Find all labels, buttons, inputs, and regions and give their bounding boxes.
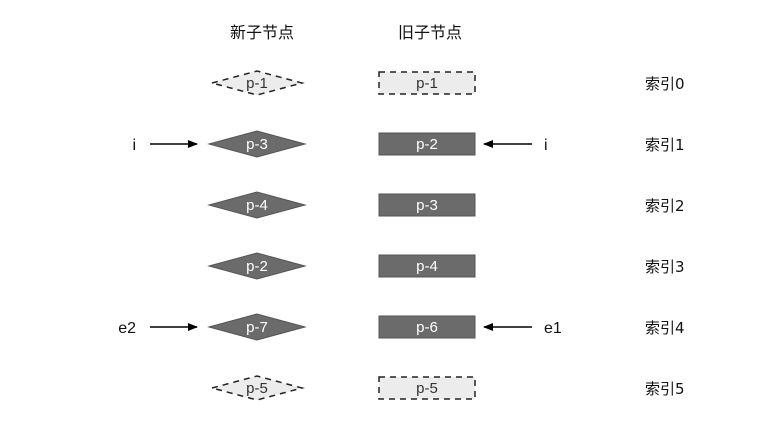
old-child-node	[378, 71, 476, 95]
index-label: 索引2	[645, 197, 685, 215]
old-child-node	[378, 193, 476, 217]
node-row: p-5 p-5 索引5	[209, 375, 685, 401]
new-child-label: p-1	[246, 75, 268, 92]
index-label: 索引0	[645, 75, 685, 93]
new-child-node	[209, 70, 305, 96]
index-label: 索引3	[645, 258, 685, 276]
old-child-label: p-6	[416, 319, 438, 336]
node-row: p-3 p-2 索引1 i i	[132, 130, 685, 158]
new-child-node	[207, 191, 307, 219]
old-child-label: p-3	[416, 197, 438, 214]
new-child-label: p-7	[246, 319, 268, 336]
old-child-label: p-4	[416, 258, 438, 275]
old-child-node	[378, 254, 476, 278]
left-pointer-label: i	[132, 137, 136, 154]
node-row: p-4 p-3 索引2	[207, 191, 685, 219]
left-pointer-label: e2	[118, 320, 136, 337]
index-label: 索引4	[645, 319, 685, 337]
old-child-label: p-5	[416, 380, 438, 397]
old-child-node	[378, 376, 476, 400]
index-label: 索引5	[645, 380, 685, 398]
header-new-children: 新子节点	[230, 23, 294, 42]
index-label: 索引1	[645, 136, 685, 154]
new-child-label: p-3	[246, 136, 268, 153]
node-row: p-1 p-1 索引0	[209, 70, 685, 96]
new-child-node	[207, 252, 307, 280]
old-child-label: p-1	[416, 75, 438, 92]
right-pointer-label: i	[544, 137, 548, 154]
old-child-node	[378, 315, 476, 339]
node-row: p-2 p-4 索引3	[207, 252, 685, 280]
new-child-label: p-5	[246, 380, 268, 397]
header-old-children: 旧子节点	[398, 23, 462, 42]
new-child-node	[207, 130, 307, 158]
old-child-label: p-2	[416, 136, 438, 153]
old-child-node	[378, 132, 476, 156]
new-child-label: p-4	[246, 197, 268, 214]
new-child-node	[209, 375, 305, 401]
node-row: p-7 p-6 索引4 e2 e1	[118, 313, 685, 341]
new-child-label: p-2	[246, 258, 268, 275]
new-child-node	[207, 313, 307, 341]
right-pointer-label: e1	[544, 320, 562, 337]
